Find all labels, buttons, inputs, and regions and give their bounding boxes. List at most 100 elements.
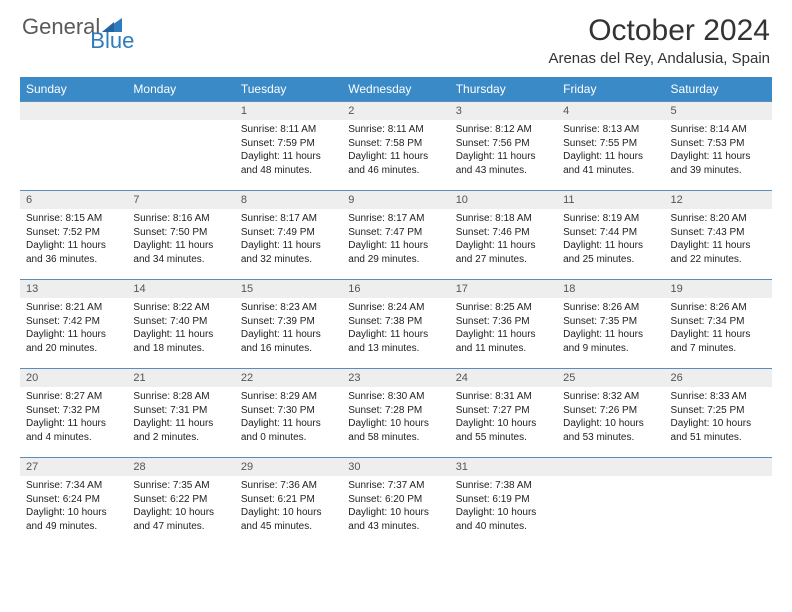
sunset-line: Sunset: 7:31 PM bbox=[133, 405, 207, 416]
day-content: Sunrise: 8:18 AMSunset: 7:46 PMDaylight:… bbox=[450, 209, 557, 270]
calendar-cell: 12Sunrise: 8:20 AMSunset: 7:43 PMDayligh… bbox=[665, 190, 772, 279]
weekday-header: Friday bbox=[557, 77, 664, 101]
sunset-line: Sunset: 7:36 PM bbox=[456, 316, 530, 327]
sunset-line: Sunset: 7:44 PM bbox=[563, 227, 637, 238]
day-number: 5 bbox=[665, 101, 772, 120]
day-content: Sunrise: 8:32 AMSunset: 7:26 PMDaylight:… bbox=[557, 387, 664, 448]
sunset-line: Sunset: 7:43 PM bbox=[671, 227, 745, 238]
calendar-cell: 11Sunrise: 8:19 AMSunset: 7:44 PMDayligh… bbox=[557, 190, 664, 279]
calendar-cell: 4Sunrise: 8:13 AMSunset: 7:55 PMDaylight… bbox=[557, 101, 664, 190]
weekday-header: Wednesday bbox=[342, 77, 449, 101]
day-number: 6 bbox=[20, 190, 127, 209]
sunrise-line: Sunrise: 8:17 AM bbox=[348, 213, 424, 224]
calendar-cell: 19Sunrise: 8:26 AMSunset: 7:34 PMDayligh… bbox=[665, 279, 772, 368]
day-content: Sunrise: 8:27 AMSunset: 7:32 PMDaylight:… bbox=[20, 387, 127, 448]
day-number: 23 bbox=[342, 368, 449, 387]
daylight-line: Daylight: 11 hoursand 41 minutes. bbox=[563, 151, 643, 176]
calendar-head: SundayMondayTuesdayWednesdayThursdayFrid… bbox=[20, 77, 772, 101]
sunset-line: Sunset: 7:30 PM bbox=[241, 405, 315, 416]
calendar-cell: 24Sunrise: 8:31 AMSunset: 7:27 PMDayligh… bbox=[450, 368, 557, 457]
calendar-cell: 31Sunrise: 7:38 AMSunset: 6:19 PMDayligh… bbox=[450, 457, 557, 546]
sunrise-line: Sunrise: 8:14 AM bbox=[671, 124, 747, 135]
day-number: 20 bbox=[20, 368, 127, 387]
day-content: Sunrise: 8:16 AM Sunset: 7:50 PM Daylight:… bbox=[127, 209, 234, 270]
day-content: Sunrise: 8:17 AMSunset: 7:47 PMDaylight:… bbox=[342, 209, 449, 270]
calendar-week-row: 27Sunrise: 7:34 AMSunset: 6:24 PMDayligh… bbox=[20, 457, 772, 546]
day-number: 26 bbox=[665, 368, 772, 387]
sunrise-line: Sunrise: 8:23 AM bbox=[241, 302, 317, 313]
sunrise-line: Sunrise: 8:30 AM bbox=[348, 391, 424, 402]
title-block: October 2024 Arenas del Rey, Andalusia, … bbox=[548, 14, 770, 67]
calendar-cell: 28Sunrise: 7:35 AMSunset: 6:22 PMDayligh… bbox=[127, 457, 234, 546]
day-content: Sunrise: 8:30 AMSunset: 7:28 PMDaylight:… bbox=[342, 387, 449, 448]
daylight-line: Daylight: 11 hoursand 43 minutes. bbox=[456, 151, 536, 176]
day-number: 8 bbox=[235, 190, 342, 209]
sunset-line: Sunset: 6:19 PM bbox=[456, 494, 530, 505]
day-content: Sunrise: 8:26 AMSunset: 7:35 PMDaylight:… bbox=[557, 298, 664, 359]
sunset-line: Sunset: 7:50 PM bbox=[133, 227, 207, 238]
day-content: Sunrise: 8:29 AM Sunset: 7:30 PM Daylight:… bbox=[235, 387, 342, 448]
sunrise-line: Sunrise: 8:11 AM bbox=[241, 124, 316, 135]
sunset-line: Sunset: 7:58 PM bbox=[348, 138, 422, 149]
daylight-line: Daylight: 11 hoursand 0 minutes. bbox=[241, 418, 321, 443]
daylight-line: Daylight: 11 hoursand 11 minutes. bbox=[456, 329, 536, 354]
day-content: Sunrise: 7:34 AMSunset: 6:24 PMDaylight:… bbox=[20, 476, 127, 537]
sunset-line: Sunset: 7:56 PM bbox=[456, 138, 530, 149]
calendar-cell: 14Sunrise: 8:22 AMSunset: 7:40 PMDayligh… bbox=[127, 279, 234, 368]
day-number: 14 bbox=[127, 279, 234, 298]
daylight-line: Daylight: 10 hoursand 47 minutes. bbox=[133, 507, 214, 532]
sunrise-line: Sunrise: 8:33 AM bbox=[671, 391, 747, 402]
day-content: Sunrise: 7:38 AM Sunset: 6:19 PM Daylight:… bbox=[450, 476, 557, 537]
calendar-week-row: 20Sunrise: 8:27 AMSunset: 7:32 PMDayligh… bbox=[20, 368, 772, 457]
logo-text-general: General bbox=[22, 14, 100, 40]
sunrise-line: Sunrise: 7:38 AM bbox=[456, 480, 532, 491]
daylight-line: Daylight: 11 hoursand 4 minutes. bbox=[26, 418, 106, 443]
calendar-cell: 9Sunrise: 8:17 AMSunset: 7:47 PMDaylight… bbox=[342, 190, 449, 279]
daylight-line: Daylight: 10 hoursand 45 minutes. bbox=[241, 507, 322, 532]
sunrise-line: Sunrise: 8:22 AM bbox=[133, 302, 209, 313]
day-number: 18 bbox=[557, 279, 664, 298]
day-content: Sunrise: 8:17 AMSunset: 7:49 PMDaylight:… bbox=[235, 209, 342, 270]
calendar-cell: 8Sunrise: 8:17 AMSunset: 7:49 PMDaylight… bbox=[235, 190, 342, 279]
daylight-line: Daylight: 11 hoursand 18 minutes. bbox=[133, 329, 213, 354]
daylight-line: Daylight: 11 hoursand 13 minutes. bbox=[348, 329, 428, 354]
header: General Blue October 2024 Arenas del Rey… bbox=[0, 0, 792, 71]
daylight-line: Daylight: 11 hoursand 34 minutes. bbox=[133, 240, 213, 265]
sunrise-line: Sunrise: 8:11 AM bbox=[348, 124, 423, 135]
daylight-line: Daylight: 11 hoursand 7 minutes. bbox=[671, 329, 751, 354]
day-content: Sunrise: 8:20 AMSunset: 7:43 PMDaylight:… bbox=[665, 209, 772, 270]
weekday-row: SundayMondayTuesdayWednesdayThursdayFrid… bbox=[20, 77, 772, 101]
sunrise-line: Sunrise: 8:29 AM bbox=[241, 391, 317, 402]
day-number: 25 bbox=[557, 368, 664, 387]
day-content: Sunrise: 8:21 AMSunset: 7:42 PMDaylight:… bbox=[20, 298, 127, 359]
day-number: 12 bbox=[665, 190, 772, 209]
sunset-line: Sunset: 6:20 PM bbox=[348, 494, 422, 505]
day-content: Sunrise: 8:22 AMSunset: 7:40 PMDaylight:… bbox=[127, 298, 234, 359]
sunset-line: Sunset: 7:55 PM bbox=[563, 138, 637, 149]
day-number: 3 bbox=[450, 101, 557, 120]
daylight-line: Daylight: 10 hoursand 40 minutes. bbox=[456, 507, 537, 532]
calendar-cell: 7Sunrise: 8:16 AMSunset: 7:50 PMDaylight… bbox=[127, 190, 234, 279]
daylight-line: Daylight: 11 hoursand 22 minutes. bbox=[671, 240, 751, 265]
daylight-line: Daylight: 11 hoursand 39 minutes. bbox=[671, 151, 751, 176]
sunrise-line: Sunrise: 8:21 AM bbox=[26, 302, 102, 313]
day-number: 2 bbox=[342, 101, 449, 120]
day-number: 10 bbox=[450, 190, 557, 209]
day-content: Sunrise: 7:35 AMSunset: 6:22 PMDaylight:… bbox=[127, 476, 234, 537]
day-content: Sunrise: 8:33 AMSunset: 7:25 PMDaylight:… bbox=[665, 387, 772, 448]
daylight-line: Daylight: 11 hoursand 25 minutes. bbox=[563, 240, 643, 265]
daynum-empty bbox=[665, 457, 772, 476]
sunrise-line: Sunrise: 8:28 AM bbox=[133, 391, 209, 402]
day-number: 22 bbox=[235, 368, 342, 387]
calendar-cell: 26Sunrise: 8:33 AMSunset: 7:25 PMDayligh… bbox=[665, 368, 772, 457]
sunrise-line: Sunrise: 8:26 AM bbox=[563, 302, 639, 313]
day-content-empty bbox=[20, 120, 127, 170]
daylight-line: Daylight: 11 hoursand 9 minutes. bbox=[563, 329, 643, 354]
day-number: 4 bbox=[557, 101, 664, 120]
day-number: 11 bbox=[557, 190, 664, 209]
daylight-line: Daylight: 11 hoursand 2 minutes. bbox=[133, 418, 213, 443]
sunrise-line: Sunrise: 8:16 AM bbox=[133, 213, 209, 224]
day-content-empty bbox=[665, 476, 772, 526]
daylight-line: Daylight: 11 hoursand 16 minutes. bbox=[241, 329, 321, 354]
day-number: 29 bbox=[235, 457, 342, 476]
